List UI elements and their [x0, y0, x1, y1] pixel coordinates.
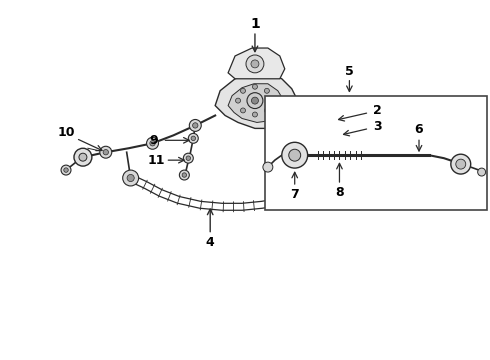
Circle shape [337, 133, 346, 143]
Circle shape [122, 170, 139, 186]
Circle shape [241, 88, 245, 93]
Text: 2: 2 [373, 104, 382, 117]
Circle shape [335, 189, 348, 203]
Circle shape [191, 136, 196, 140]
Circle shape [179, 170, 189, 180]
Bar [265, 96, 487, 210]
Circle shape [247, 93, 263, 109]
Text: 6: 6 [415, 123, 423, 136]
Circle shape [241, 108, 245, 113]
Circle shape [251, 97, 258, 104]
Text: 9: 9 [149, 134, 158, 147]
Circle shape [193, 123, 198, 128]
Text: 8: 8 [335, 186, 344, 199]
Circle shape [357, 148, 371, 162]
Circle shape [315, 128, 320, 133]
Circle shape [289, 149, 301, 161]
Circle shape [147, 137, 158, 149]
Circle shape [74, 148, 92, 166]
Circle shape [236, 98, 241, 103]
Circle shape [339, 136, 343, 140]
Circle shape [312, 125, 323, 136]
Circle shape [189, 120, 201, 131]
Circle shape [361, 152, 368, 158]
Circle shape [282, 142, 308, 168]
Circle shape [182, 173, 187, 177]
Polygon shape [228, 48, 285, 79]
Text: 7: 7 [291, 188, 299, 201]
Text: 10: 10 [57, 126, 75, 139]
Circle shape [265, 108, 270, 113]
Circle shape [270, 98, 274, 103]
Circle shape [263, 162, 273, 172]
Text: 11: 11 [148, 154, 165, 167]
Text: 3: 3 [373, 120, 382, 133]
Circle shape [451, 154, 471, 174]
Circle shape [338, 193, 344, 199]
Circle shape [246, 55, 264, 73]
Text: 1: 1 [250, 17, 260, 31]
Circle shape [150, 141, 155, 146]
Circle shape [478, 168, 486, 176]
Circle shape [183, 153, 193, 163]
Circle shape [61, 165, 71, 175]
Text: 4: 4 [206, 236, 215, 249]
Circle shape [127, 175, 134, 181]
Circle shape [265, 88, 270, 93]
Circle shape [64, 168, 68, 172]
Text: 5: 5 [345, 66, 354, 78]
Circle shape [456, 159, 466, 169]
Circle shape [251, 60, 259, 68]
Circle shape [100, 146, 112, 158]
Circle shape [252, 112, 257, 117]
Circle shape [79, 153, 87, 161]
Circle shape [326, 115, 333, 122]
Circle shape [188, 133, 198, 143]
Polygon shape [215, 73, 298, 129]
Polygon shape [228, 84, 284, 122]
Circle shape [252, 84, 257, 89]
Circle shape [103, 149, 108, 155]
Circle shape [322, 112, 337, 125]
Circle shape [186, 156, 191, 161]
